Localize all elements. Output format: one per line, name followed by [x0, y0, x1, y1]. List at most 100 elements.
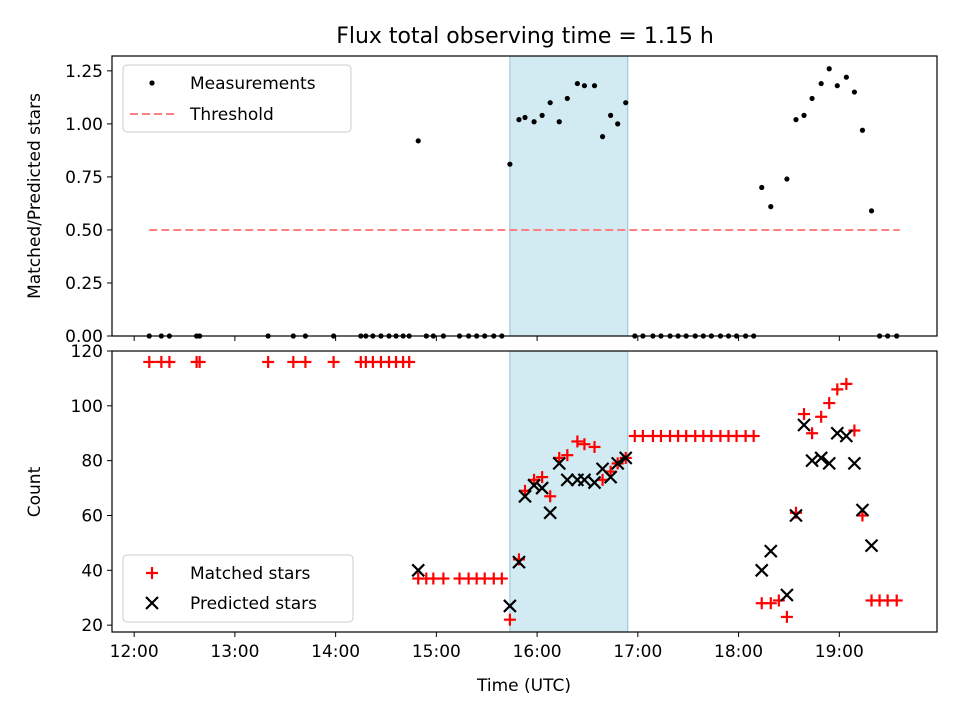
predicted-star-point [535, 481, 549, 495]
predicted-star-point [839, 429, 854, 443]
matched-star-point [299, 355, 312, 368]
matched-star-point [163, 355, 176, 368]
matched-star-point [427, 572, 440, 585]
measurement-point [851, 89, 857, 95]
y-tick-label: 0.75 [65, 168, 103, 188]
predicted-star-point [822, 456, 836, 471]
predicted-star-point [552, 456, 567, 471]
bottom-panel: 20 40 60 80 100 120 12:00 13:00 14:00 15:00 16:00… [25, 342, 938, 696]
predicted-star-point [764, 544, 778, 558]
measurement-point [574, 80, 580, 87]
matched-star-point [840, 377, 853, 390]
legend-predicted-label: Predicted stars [190, 594, 317, 614]
matched-star-point [764, 597, 777, 610]
matched-star-point [327, 355, 340, 368]
measurement-point [759, 184, 765, 191]
matched-star-point [798, 408, 811, 421]
top-panel-frame [111, 55, 938, 337]
y-tick-label: 60 [81, 506, 103, 526]
top-legend: Measurements Threshold [122, 64, 352, 133]
top-y-axis-label: Matched/Predicted stars [25, 93, 45, 299]
predicted-star-point [814, 451, 828, 465]
predicted-star-point [577, 473, 592, 487]
legend-measurements-label: Measurements [190, 74, 316, 94]
measurement-point [615, 121, 621, 127]
matched-star-point [561, 449, 574, 462]
predicted-star-point [754, 563, 769, 578]
y-tick-label: 0.00 [65, 327, 103, 347]
matched-star-point [815, 410, 828, 423]
x-tick-label: 17:00 [613, 642, 662, 662]
measurement-point [843, 74, 849, 80]
predicted-star-point [830, 426, 845, 441]
legend-threshold-label: Threshold [189, 105, 274, 125]
bottom-legend: Matched stars Predicted stars [122, 554, 354, 623]
matched-star-point [890, 594, 903, 607]
predicted-star-point [855, 503, 870, 517]
measurement-point [507, 161, 513, 167]
measurement-point [531, 119, 537, 125]
matched-star-point [780, 610, 793, 623]
predicted-star-point [618, 451, 633, 465]
measurement-point [522, 114, 528, 121]
predicted-star-point [560, 473, 575, 487]
predicted-star-point [518, 489, 532, 504]
matched-star-point [143, 355, 156, 368]
bottom-y-axis-label: Count [25, 466, 45, 517]
y-tick-label: 80 [81, 452, 103, 472]
matched-star-point [823, 397, 836, 410]
y-tick-label: 1.00 [65, 115, 103, 135]
matched-star-point [578, 438, 591, 451]
measurement-point [516, 117, 522, 123]
top-panel: 0.00 0.25 0.50 0.75 1.00 1.25 Matched/Predict… [25, 55, 938, 347]
predicted-star-point [587, 475, 602, 490]
predicted-star-point [512, 555, 526, 569]
measurement-point [826, 66, 832, 72]
measurement-point [581, 83, 588, 89]
legend-matched-marker [146, 567, 158, 579]
matched-star-point [772, 594, 785, 607]
measurement-point [608, 112, 614, 118]
matched-star-point [544, 490, 557, 503]
measurement-point [868, 208, 875, 214]
observing-span [509, 55, 629, 337]
x-axis-label: Time (UTC) [476, 676, 571, 696]
matched-star-point [262, 355, 275, 368]
matched-star-point [747, 429, 760, 442]
predicted-star-point [780, 588, 794, 602]
predicted-star-point [610, 456, 625, 471]
x-tick-label: 14:00 [311, 642, 360, 662]
measurement-point [784, 176, 790, 182]
measurement-point [539, 112, 545, 118]
predicted-star-point [789, 508, 803, 523]
matched-star-point [571, 435, 584, 448]
measurement-point [556, 119, 562, 125]
matched-star-point [588, 440, 601, 453]
y-tick-label: 120 [71, 342, 103, 362]
matched-star-point [636, 429, 649, 442]
chart-title: Flux total observing time = 1.15 h [336, 24, 714, 49]
predicted-star-point [543, 505, 557, 520]
legend-measurements-marker [149, 80, 155, 86]
y-tick-label: 1.25 [65, 62, 103, 82]
x-tick-label: 15:00 [412, 642, 461, 662]
measurement-point [599, 134, 606, 140]
y-tick-label: 100 [71, 397, 103, 417]
predicted-star-point [503, 599, 517, 613]
measurement-point [623, 100, 629, 106]
bottom-panel-frame [111, 350, 938, 633]
matched-star-point [536, 471, 549, 484]
matched-star-point [437, 572, 450, 585]
matched-star-point [848, 424, 861, 437]
measurement-point [547, 100, 553, 106]
y-tick-label: 20 [81, 616, 103, 636]
predicted-star-point [847, 456, 862, 471]
matched-star-point [403, 355, 416, 368]
legend-matched-label: Matched stars [190, 564, 310, 584]
measurement-point [834, 83, 840, 89]
measurement-point [859, 127, 866, 133]
measurement-point [793, 117, 799, 123]
x-tick-label: 18:00 [714, 642, 763, 662]
y-tick-label: 0.50 [65, 221, 103, 241]
